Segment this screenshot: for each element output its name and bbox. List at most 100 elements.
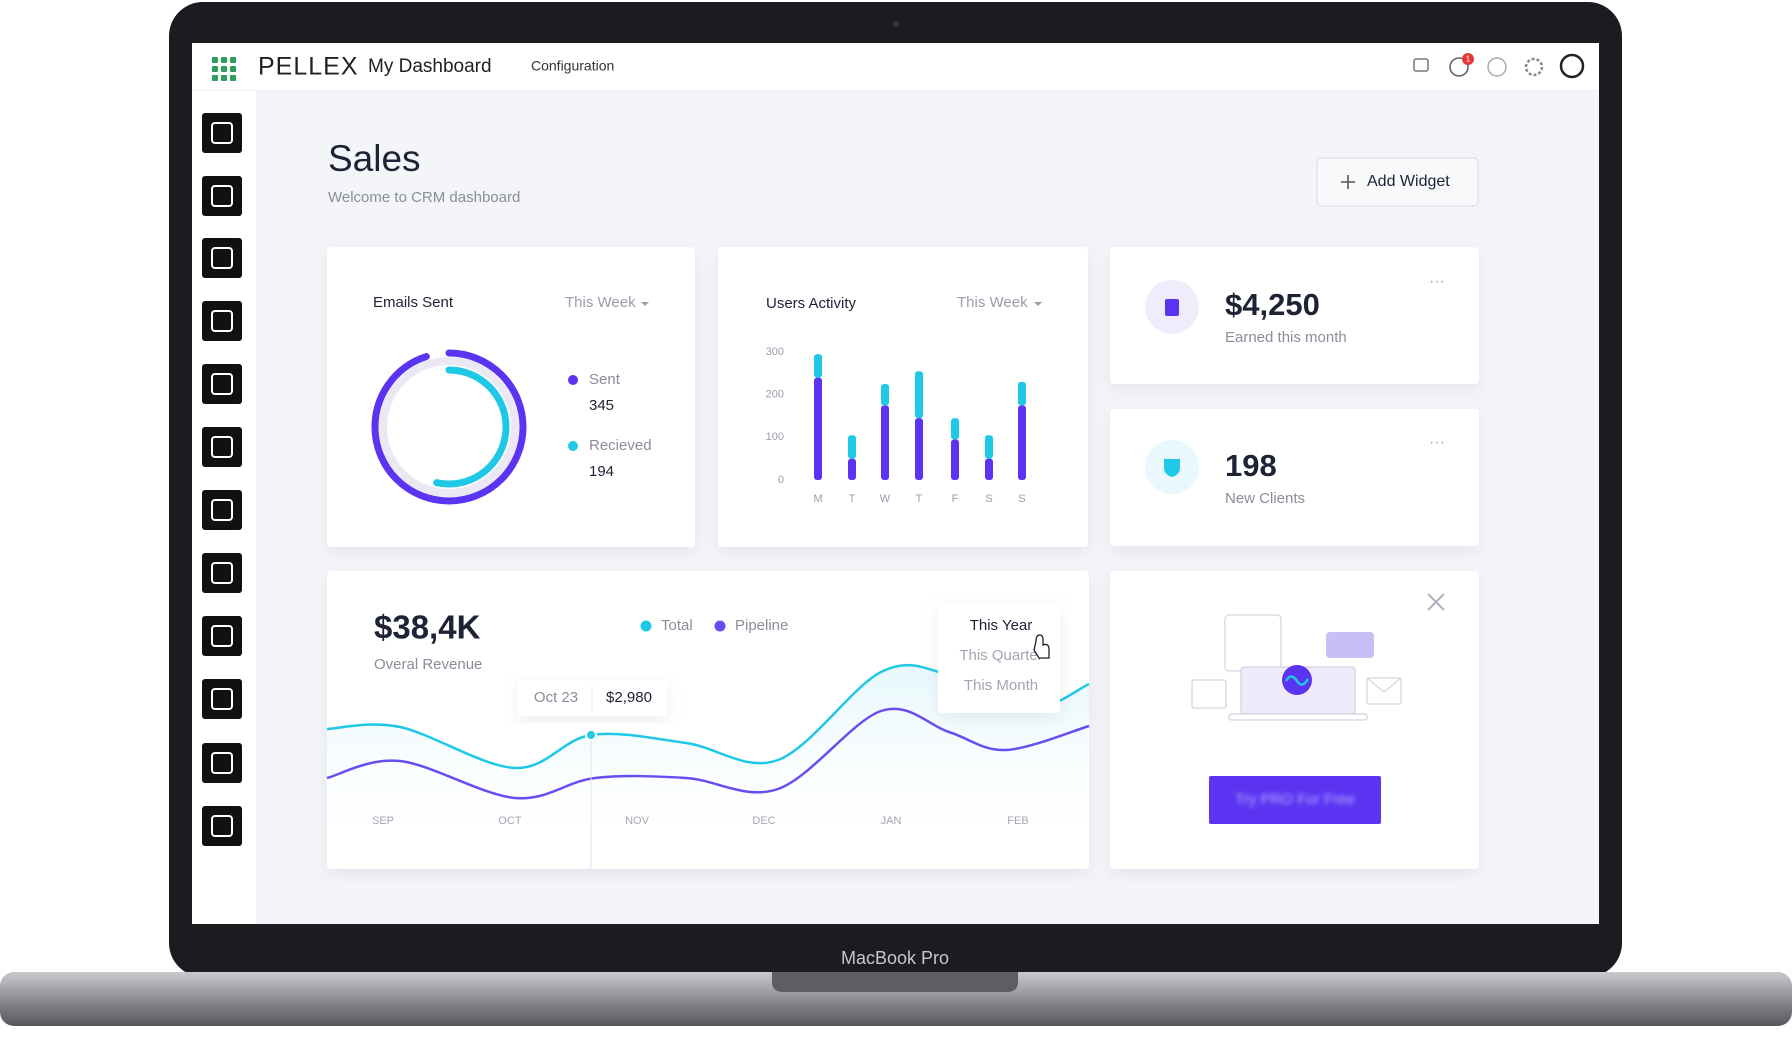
x-tick-label: F <box>952 493 959 505</box>
cursor-point <box>585 729 597 741</box>
bar-segment <box>985 458 993 480</box>
laptop-base <box>0 972 1792 1026</box>
month-label: SEP <box>372 815 394 827</box>
nav-link[interactable]: Configuration <box>531 58 614 74</box>
sidebar-glyph <box>211 310 233 332</box>
sidebar-glyph <box>211 562 233 584</box>
sidebar-icon[interactable] <box>202 427 242 467</box>
period-menu <box>938 603 1060 713</box>
sidebar-glyph <box>211 436 233 458</box>
earnings-value: $4,250 <box>1225 287 1320 322</box>
sidebar-icon[interactable] <box>202 490 242 530</box>
widget-title: Users Activity <box>766 295 857 312</box>
clients-label: New Clients <box>1225 490 1305 507</box>
sidebar-icon[interactable] <box>202 113 242 153</box>
bar-segment <box>848 435 856 459</box>
avatar[interactable] <box>1559 53 1585 79</box>
sidebar-icon[interactable] <box>202 743 242 783</box>
sidebar-icon[interactable] <box>202 176 242 216</box>
revenue-value: $38,4K <box>374 609 481 646</box>
illustration-tag <box>1326 632 1374 658</box>
period-select[interactable]: This Week <box>565 294 636 311</box>
page-title: Sales <box>328 138 421 179</box>
legend-value: 345 <box>589 397 614 414</box>
month-label: DEC <box>752 815 775 827</box>
close-button[interactable] <box>1427 593 1445 611</box>
donut-arc <box>371 349 527 505</box>
grid-dot <box>221 66 227 72</box>
sidebar-glyph <box>211 247 233 269</box>
period-option[interactable]: This Month <box>964 677 1038 694</box>
sidebar-glyph <box>211 625 233 647</box>
illustration-base <box>1228 713 1368 721</box>
month-label: JAN <box>881 815 902 827</box>
sidebar-icon[interactable] <box>202 301 242 341</box>
bar-segment <box>881 405 889 480</box>
tooltip-value: $2,980 <box>606 689 652 706</box>
clock-icon[interactable] <box>1487 57 1507 77</box>
dropdown-caret <box>1034 302 1042 306</box>
sidebar-glyph <box>211 688 233 710</box>
legend-dot <box>640 620 652 632</box>
sidebar-glyph <box>211 185 233 207</box>
tooltip-date: Oct 23 <box>534 689 578 706</box>
sidebar-icon[interactable] <box>202 364 242 404</box>
legend-label: Pipeline <box>735 617 788 634</box>
settings-icon[interactable] <box>1524 57 1544 77</box>
earnings-label: Earned this month <box>1225 329 1347 346</box>
activity-card <box>718 247 1088 547</box>
month-label: FEB <box>1007 815 1028 827</box>
grid-dot <box>230 57 236 63</box>
widget-title: Emails Sent <box>373 294 454 311</box>
sidebar-icon[interactable] <box>202 238 242 278</box>
apps-icon[interactable] <box>212 57 236 81</box>
grid-dot <box>212 57 218 63</box>
bar-segment <box>985 435 993 459</box>
notification-badge <box>1462 53 1474 65</box>
trend-line <box>326 707 1090 800</box>
sidebar-glyph <box>211 122 233 144</box>
bar-segment <box>915 418 923 480</box>
translate-icon[interactable] <box>1413 58 1429 72</box>
x-tick-label: S <box>1018 493 1025 505</box>
sidebar-icon[interactable] <box>202 553 242 593</box>
header-bar <box>192 43 1599 91</box>
illustration <box>1191 614 1402 721</box>
sidebar-icon[interactable] <box>202 806 242 846</box>
sidebar-icon[interactable] <box>202 616 242 656</box>
period-select[interactable]: This Week <box>957 294 1028 311</box>
more-menu[interactable]: ··· <box>1429 434 1445 451</box>
legend-label: Total <box>661 617 693 634</box>
period-option[interactable]: This Quarter <box>959 647 1042 664</box>
header-title: My Dashboard <box>368 56 492 77</box>
bar-segment <box>814 354 822 378</box>
promo-button[interactable] <box>1209 776 1381 824</box>
sidebar-glyph <box>211 499 233 521</box>
sidebar-glyph <box>211 373 233 395</box>
clients-card <box>1110 409 1479 546</box>
more-menu[interactable]: ··· <box>1429 273 1445 290</box>
y-tick-label: 0 <box>778 474 784 486</box>
month-label: OCT <box>498 815 522 827</box>
sidebar-glyph <box>211 815 233 837</box>
sidebar-icon[interactable] <box>202 679 242 719</box>
y-tick-label: 100 <box>766 431 784 443</box>
revenue-label: Overal Revenue <box>374 656 482 673</box>
illustration-card <box>1224 614 1282 672</box>
donut-arc <box>388 366 510 488</box>
bar-segment <box>951 418 959 440</box>
legend-dot <box>568 375 578 385</box>
bar-segment <box>1018 381 1026 406</box>
period-option[interactable]: This Year <box>970 617 1033 634</box>
chat-icon[interactable] <box>1449 57 1469 77</box>
donut-track <box>379 357 519 497</box>
add-widget-button[interactable]: Add Widget <box>1316 157 1479 207</box>
legend-label: Sent <box>589 371 621 388</box>
device-label: MacBook Pro <box>841 948 949 968</box>
grid-dot <box>230 75 236 81</box>
illustration-wave <box>1284 675 1310 686</box>
clients-value: 198 <box>1225 448 1277 483</box>
page-subtitle: Welcome to CRM dashboard <box>328 189 520 206</box>
month-label: NOV <box>625 815 650 827</box>
